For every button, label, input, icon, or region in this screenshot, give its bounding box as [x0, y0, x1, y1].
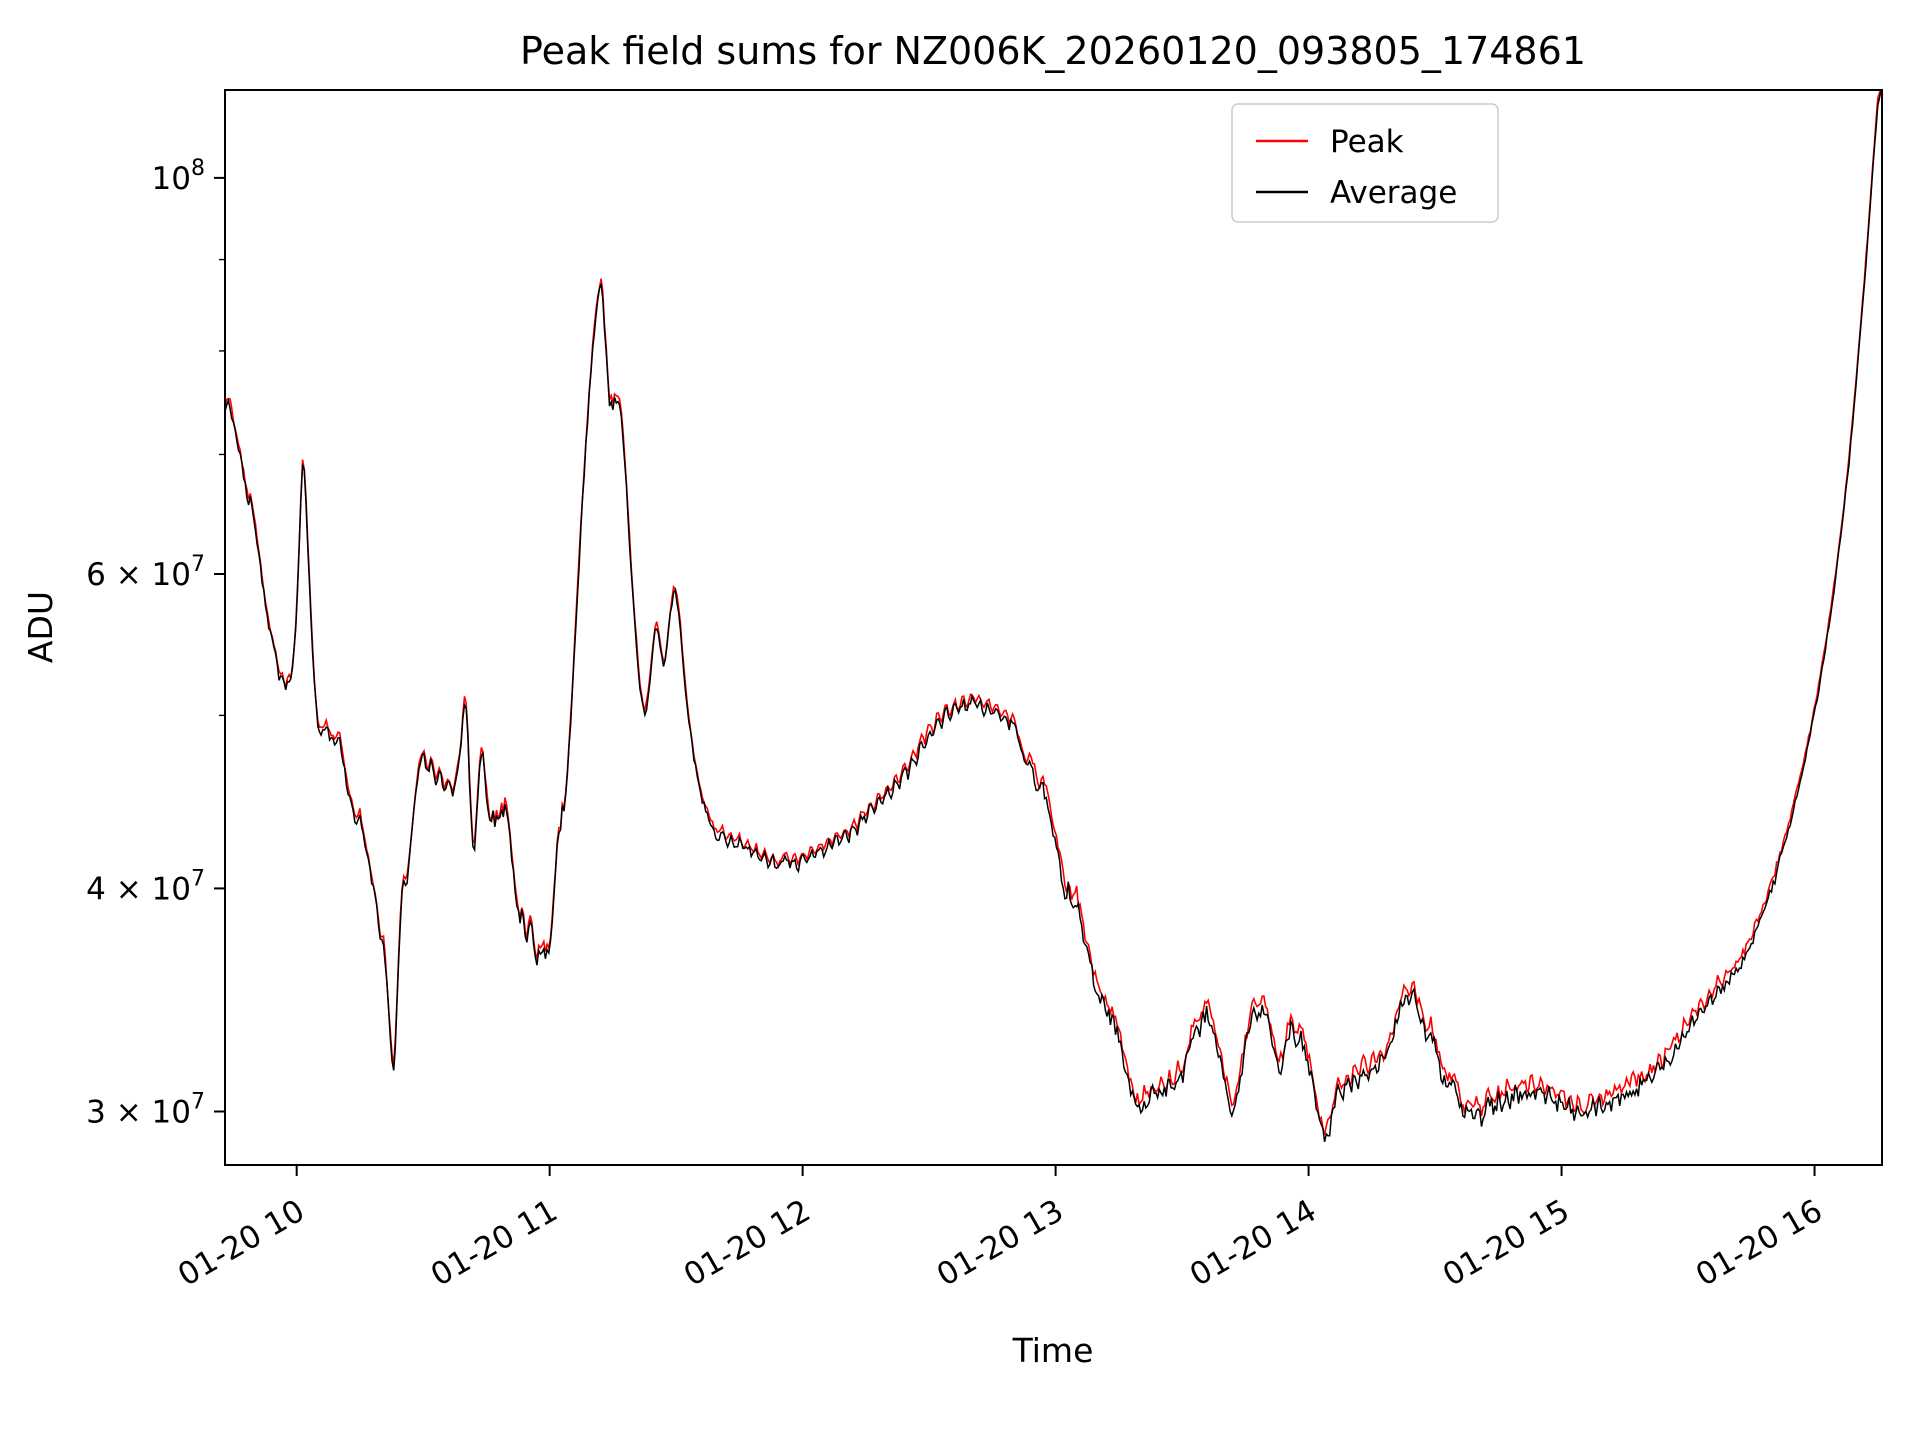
series-average [225, 90, 1882, 1143]
x-axis-label: Time [1012, 1331, 1094, 1370]
y-tick-label: 3 × 107 [86, 1089, 205, 1130]
y-tick-label: 108 [152, 156, 205, 197]
series-layer [225, 90, 1882, 1143]
chart-title: Peak field sums for NZ006K_20260120_0938… [520, 29, 1586, 73]
legend-label-peak: Peak [1330, 124, 1404, 160]
y-tick-label: 4 × 107 [86, 866, 205, 907]
y-axis-label: ADU [21, 591, 60, 663]
plot-border [224, 89, 1883, 1166]
legend-label-average: Average [1330, 175, 1457, 211]
legend: Peak Average [1231, 103, 1499, 223]
series-peak [225, 90, 1881, 1135]
y-tick-label: 6 × 107 [86, 552, 205, 593]
